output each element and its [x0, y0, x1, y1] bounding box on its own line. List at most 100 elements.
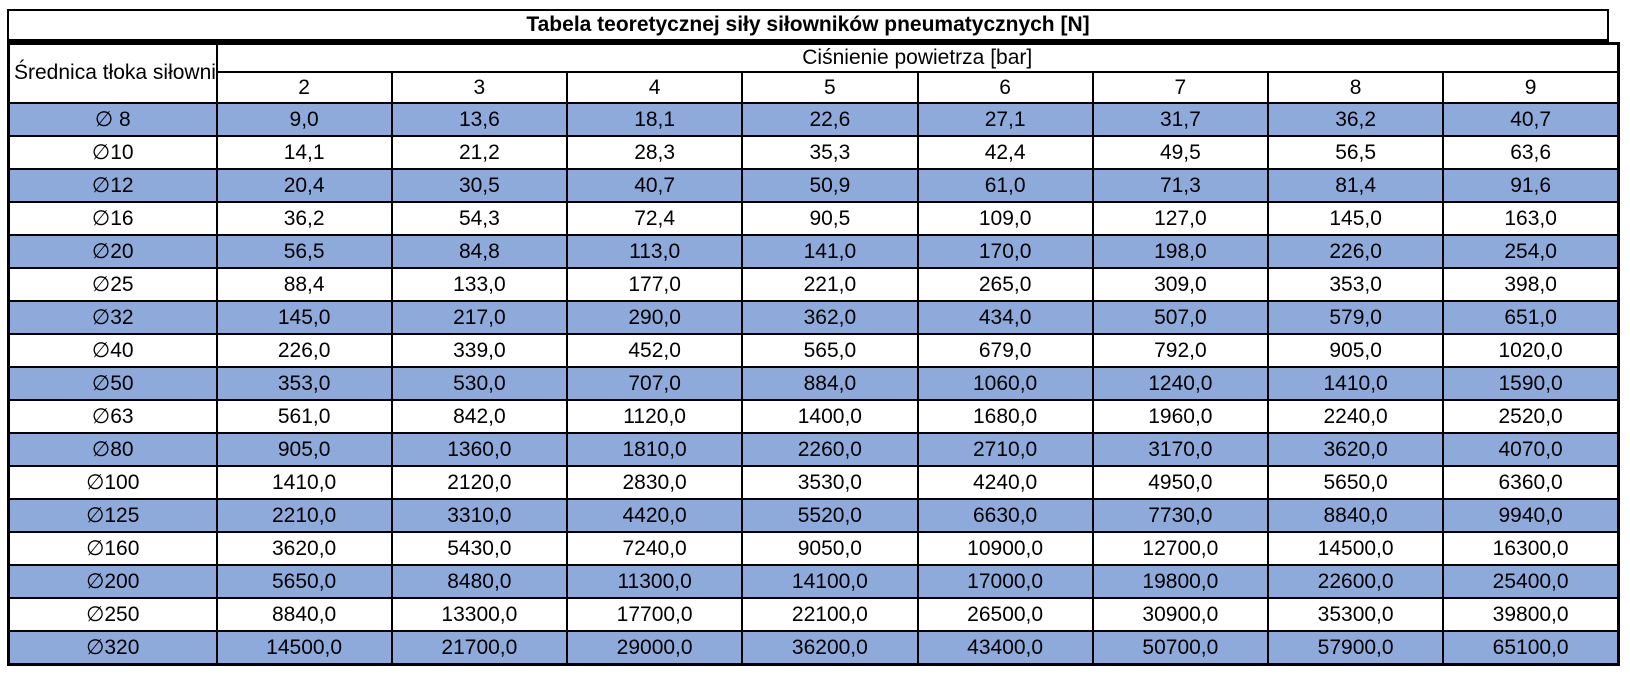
force-value-cell: 36,2 [1266, 102, 1445, 137]
force-value-cell: 679,0 [916, 333, 1094, 368]
force-value-cell: 14,1 [215, 135, 393, 170]
force-value-cell: 40,7 [1442, 102, 1620, 137]
force-value-cell: 14500,0 [1266, 531, 1445, 566]
pressure-column-header: 8 [1266, 71, 1445, 104]
force-value-cell: 127,0 [1091, 201, 1270, 236]
pressure-column-header: 9 [1442, 71, 1620, 104]
force-value-cell: 35300,0 [1266, 597, 1445, 632]
force-value-cell: 3620,0 [215, 531, 393, 566]
diameter-cell: ∅200 [7, 564, 218, 599]
diameter-cell: ∅25 [7, 267, 218, 302]
pressure-column-header: 6 [916, 71, 1094, 104]
diameter-cell: ∅32 [7, 300, 218, 335]
force-value-cell: 309,0 [1091, 267, 1270, 302]
force-value-cell: 4240,0 [916, 465, 1094, 500]
force-value-cell: 3170,0 [1091, 432, 1270, 467]
diameter-column-header: Średnica tłoka siłownika [7, 42, 218, 104]
force-value-cell: 109,0 [916, 201, 1094, 236]
diameter-cell: ∅10 [7, 135, 218, 170]
force-value-cell: 163,0 [1442, 201, 1620, 236]
force-value-cell: 25400,0 [1442, 564, 1620, 599]
force-value-cell: 353,0 [215, 366, 393, 401]
force-value-cell: 10900,0 [916, 531, 1094, 566]
diameter-cell: ∅320 [7, 630, 218, 666]
force-value-cell: 3620,0 [1266, 432, 1445, 467]
force-value-cell: 905,0 [215, 432, 393, 467]
force-value-cell: 56,5 [215, 234, 393, 269]
force-value-cell: 1960,0 [1091, 399, 1270, 434]
force-value-cell: 16300,0 [1442, 531, 1620, 566]
force-value-cell: 579,0 [1266, 300, 1445, 335]
table-row: ∅250 8840,0 13300,0 17700,0 22100,0 26500,0 30… [7, 597, 1620, 632]
force-value-cell: 8480,0 [390, 564, 569, 599]
force-value-cell: 30,5 [390, 168, 569, 203]
force-value-cell: 530,0 [390, 366, 569, 401]
force-value-cell: 19800,0 [1091, 564, 1270, 599]
force-value-cell: 26500,0 [916, 597, 1094, 632]
force-value-cell: 170,0 [916, 234, 1094, 269]
force-value-cell: 2240,0 [1266, 399, 1445, 434]
force-value-cell: 21700,0 [390, 630, 569, 666]
force-value-cell: 4070,0 [1442, 432, 1620, 467]
force-value-cell: 1120,0 [565, 399, 744, 434]
force-value-cell: 40,7 [565, 168, 744, 203]
force-value-cell: 452,0 [565, 333, 744, 368]
force-value-cell: 71,3 [1091, 168, 1270, 203]
force-value-cell: 56,5 [1266, 135, 1445, 170]
force-value-cell: 8840,0 [215, 597, 393, 632]
force-value-cell: 88,4 [215, 267, 393, 302]
force-value-cell: 28,3 [565, 135, 744, 170]
force-value-cell: 2830,0 [565, 465, 744, 500]
table-row: ∅80 905,0 1360,0 1810,0 2260,0 2710,0 3170,0 36… [7, 432, 1620, 467]
force-value-cell: 27,1 [916, 102, 1094, 137]
table-row: ∅40 226,0 339,0 452,0 565,0 679,0 792,0 905,0 10… [7, 333, 1620, 368]
force-value-cell: 36,2 [215, 201, 393, 236]
force-value-cell: 17000,0 [916, 564, 1094, 599]
diameter-cell: ∅50 [7, 366, 218, 401]
force-value-cell: 145,0 [1266, 201, 1445, 236]
force-value-cell: 1020,0 [1442, 333, 1620, 368]
table-row: ∅12 20,4 30,5 40,7 50,9 61,0 71,3 81,4 91,6 [7, 168, 1620, 203]
diameter-cell: ∅40 [7, 333, 218, 368]
force-value-cell: 226,0 [1266, 234, 1445, 269]
diameter-cell: ∅250 [7, 597, 218, 632]
pressure-column-header: 5 [741, 71, 919, 104]
table-title: Tabela teoretycznej siły siłowników pneu… [7, 9, 1609, 42]
force-value-cell: 217,0 [390, 300, 569, 335]
force-value-cell: 226,0 [215, 333, 393, 368]
force-value-cell: 1360,0 [390, 432, 569, 467]
force-value-cell: 198,0 [1091, 234, 1270, 269]
force-value-cell: 81,4 [1266, 168, 1445, 203]
diameter-cell: ∅16 [7, 201, 218, 236]
force-value-cell: 434,0 [916, 300, 1094, 335]
force-value-cell: 905,0 [1266, 333, 1445, 368]
table-row: ∅32 145,0 217,0 290,0 362,0 434,0 507,0 579,0 65… [7, 300, 1620, 335]
force-value-cell: 651,0 [1442, 300, 1620, 335]
force-value-cell: 3310,0 [390, 498, 569, 533]
force-value-cell: 63,6 [1442, 135, 1620, 170]
force-value-cell: 65100,0 [1442, 630, 1620, 666]
force-value-cell: 9940,0 [1442, 498, 1620, 533]
table-row: ∅200 5650,0 8480,0 11300,0 14100,0 17000,0 198… [7, 564, 1620, 599]
force-value-cell: 14500,0 [215, 630, 393, 666]
force-table: Średnica tłoka siłownika Ciśnienie powie… [7, 42, 1620, 666]
force-value-cell: 54,3 [390, 201, 569, 236]
force-value-cell: 290,0 [565, 300, 744, 335]
header-numbers-row: 2 3 4 5 6 7 8 9 [9, 71, 1620, 104]
force-value-cell: 4420,0 [565, 498, 744, 533]
force-value-cell: 221,0 [741, 267, 919, 302]
pressure-group-header: Ciśnienie powietrza [bar] [215, 42, 1620, 73]
pressure-column-header: 7 [1091, 71, 1270, 104]
table-row: ∅16 36,2 54,3 72,4 90,5 109,0 127,0 145,0 163,0 [7, 201, 1620, 236]
force-value-cell: 1590,0 [1442, 366, 1620, 401]
table-row: ∅ 8 9,0 13,6 18,1 22,6 27,1 31,7 36,2 40,7 [7, 102, 1620, 137]
force-value-cell: 5520,0 [741, 498, 919, 533]
force-value-cell: 5650,0 [215, 564, 393, 599]
force-value-cell: 7730,0 [1091, 498, 1270, 533]
force-value-cell: 398,0 [1442, 267, 1620, 302]
force-value-cell: 17700,0 [565, 597, 744, 632]
force-table-header: Średnica tłoka siłownika Ciśnienie powie… [7, 42, 1620, 104]
force-value-cell: 84,8 [390, 234, 569, 269]
force-value-cell: 353,0 [1266, 267, 1445, 302]
force-value-cell: 29000,0 [565, 630, 744, 666]
